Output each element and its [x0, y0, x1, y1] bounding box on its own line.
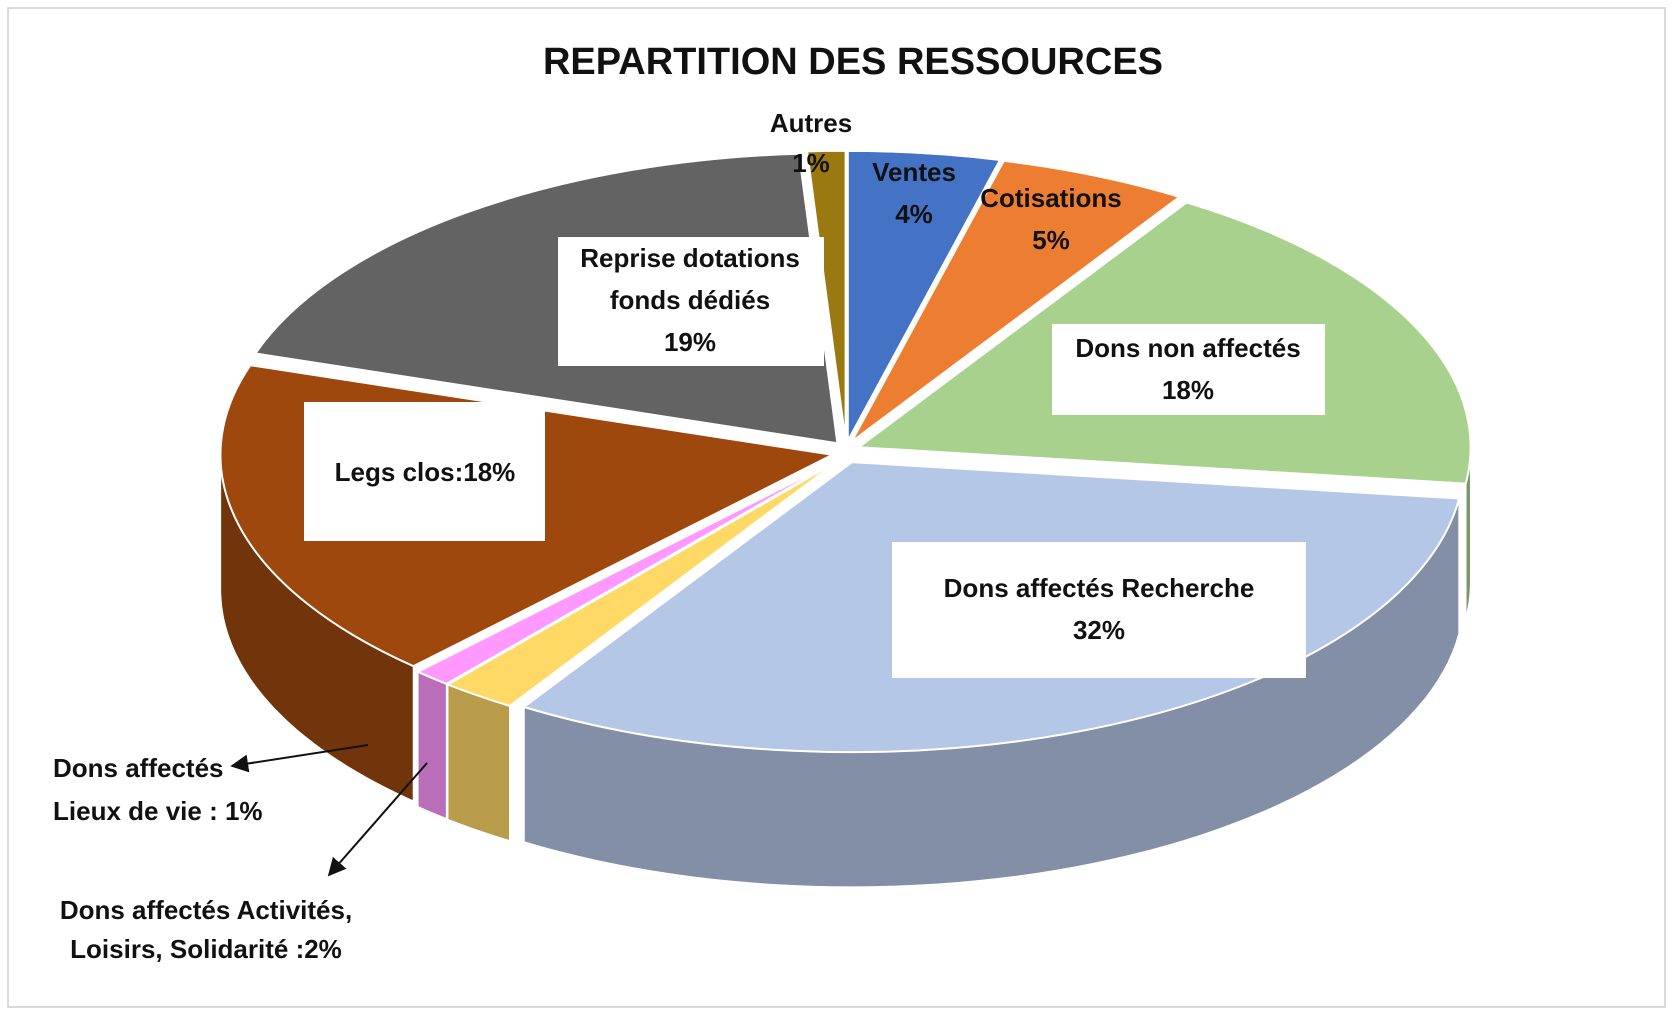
pie-slice — [253, 152, 839, 445]
data-label: Legs clos:18% — [335, 457, 516, 487]
data-label: fonds dédiés — [610, 285, 770, 315]
chart-title: REPARTITION DES RESSOURCES — [543, 41, 1163, 83]
data-label: Dons affectés Activités, — [60, 895, 352, 925]
data-label: 19% — [664, 327, 716, 357]
leader-arrow — [230, 744, 369, 773]
pie-slice — [445, 460, 839, 708]
data-label: Reprise dotations — [580, 243, 800, 273]
data-label: 5% — [1032, 225, 1070, 255]
pie-side — [417, 670, 448, 821]
data-label: Ventes — [872, 157, 956, 187]
pie-slice — [846, 149, 1002, 442]
label-box — [1052, 324, 1325, 415]
pie-slice — [805, 149, 847, 441]
data-label: Lieux de vie : 1% — [53, 796, 263, 826]
data-label: 32% — [1073, 615, 1125, 645]
data-label: 18% — [1162, 375, 1214, 405]
data-labels: Autres 1% Ventes 4% Cotisations 5% Dons non af… — [53, 108, 1325, 964]
leader-arrow — [327, 762, 428, 877]
data-label: Autres — [770, 108, 852, 138]
pie-slice — [850, 159, 1182, 443]
pie-sides — [219, 447, 1472, 888]
pie-side — [446, 683, 511, 842]
label-box — [304, 402, 545, 541]
data-label: Loisirs, Solidarité :2% — [70, 934, 342, 964]
label-box — [558, 237, 824, 366]
data-label: Dons affectés Recherche — [944, 573, 1255, 603]
pie-slice — [415, 459, 838, 686]
data-label: 4% — [895, 199, 933, 229]
data-label: Dons affectés — [53, 753, 224, 783]
data-label: Dons non affectés — [1075, 333, 1300, 363]
data-label: Cotisations — [980, 183, 1122, 213]
data-label: 1% — [792, 148, 830, 178]
label-box — [892, 542, 1306, 678]
